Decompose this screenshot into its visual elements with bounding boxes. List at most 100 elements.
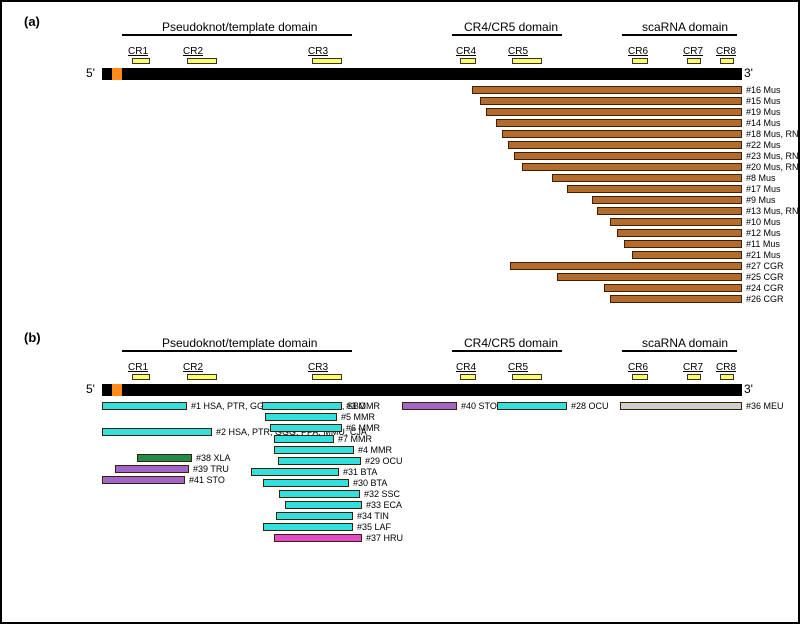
segment-bar xyxy=(557,273,742,281)
cr-region-box xyxy=(132,58,150,64)
cr-label: CR6 xyxy=(628,46,648,57)
cr-region-box xyxy=(687,374,701,380)
cr-label: CR8 xyxy=(716,362,736,373)
segment-bar xyxy=(263,479,349,487)
segment-label: #22 Mus xyxy=(746,140,781,150)
segment-bar xyxy=(552,174,742,182)
cr-label: CR8 xyxy=(716,46,736,57)
rna-axis xyxy=(102,384,742,396)
segment-label: #13 Mus, RNO xyxy=(746,206,800,216)
segment-label: #31 BTA xyxy=(343,467,377,477)
five-prime-label: 5' xyxy=(86,382,95,396)
cr-region-box xyxy=(460,374,476,380)
segment-bar xyxy=(597,207,742,215)
segment-bar xyxy=(278,457,361,465)
domain-label: Pseudoknot/template domain xyxy=(162,20,317,34)
cr-label: CR5 xyxy=(508,46,528,57)
segment-bar xyxy=(263,523,353,531)
segment-bar xyxy=(115,465,189,473)
segment-label: #32 SSC xyxy=(364,489,400,499)
cr-region-box xyxy=(632,374,648,380)
segment-bar xyxy=(279,490,360,498)
cr-label: CR7 xyxy=(683,46,703,57)
segment-label: #20 Mus, RNO xyxy=(746,162,800,172)
cr-region-box xyxy=(512,374,542,380)
segment-bar xyxy=(265,413,337,421)
segment-bar xyxy=(502,130,742,138)
segment-label: #41 STO xyxy=(189,475,225,485)
segment-label: #38 XLA xyxy=(196,453,231,463)
segment-label: #15 Mus xyxy=(746,96,781,106)
segment-label: #36 MEU xyxy=(746,401,784,411)
cr-label: CR4 xyxy=(456,46,476,57)
domain-label: scaRNA domain xyxy=(642,336,728,350)
segment-label: #6 MMR xyxy=(346,423,380,433)
domain-bar xyxy=(122,350,352,352)
segment-bar xyxy=(102,402,187,410)
segment-bar xyxy=(617,229,742,237)
cr-label: CR7 xyxy=(683,362,703,373)
segment-bar xyxy=(251,468,339,476)
segment-bar xyxy=(610,295,742,303)
cr-region-box xyxy=(312,374,342,380)
segment-bar xyxy=(102,476,185,484)
segment-label: #17 Mus xyxy=(746,184,781,194)
segment-label: #33 ECA xyxy=(366,500,402,510)
segment-bar xyxy=(620,402,742,410)
cr-region-box xyxy=(512,58,542,64)
cr-region-box xyxy=(132,374,150,380)
segment-bar xyxy=(276,512,353,520)
cr-region-box xyxy=(312,58,342,64)
segment-bar xyxy=(497,402,567,410)
segment-label: #8 Mus xyxy=(746,173,776,183)
three-prime-label: 3' xyxy=(744,382,753,396)
segment-label: #12 Mus xyxy=(746,228,781,238)
segment-bar xyxy=(480,97,742,105)
rna-axis xyxy=(102,68,742,80)
cr-region-box xyxy=(720,58,734,64)
cr-label: CR5 xyxy=(508,362,528,373)
segment-label: #29 OCU xyxy=(365,456,403,466)
segment-label: #40 STO xyxy=(461,401,497,411)
segment-label: #9 Mus xyxy=(746,195,776,205)
domain-bar xyxy=(452,34,562,36)
segment-bar xyxy=(274,435,334,443)
segment-label: #25 CGR xyxy=(746,272,784,282)
segment-bar xyxy=(262,402,342,410)
segment-label: #19 Mus xyxy=(746,107,781,117)
segment-bar xyxy=(522,163,742,171)
segment-bar xyxy=(624,240,742,248)
segment-bar xyxy=(274,534,362,542)
segment-label: #3 MMR xyxy=(346,401,380,411)
segment-label: #18 Mus, RNO xyxy=(746,129,800,139)
segment-bar xyxy=(604,284,742,292)
segment-label: #26 CGR xyxy=(746,294,784,304)
domain-bar xyxy=(622,34,737,36)
segment-bar xyxy=(472,86,742,94)
segment-bar xyxy=(632,251,742,259)
segment-label: #37 HRU xyxy=(366,533,403,543)
segment-label: #4 MMR xyxy=(358,445,392,455)
panel-a-label: (a) xyxy=(24,14,40,29)
domain-label: scaRNA domain xyxy=(642,20,728,34)
segment-label: #28 OCU xyxy=(571,401,609,411)
cr-label: CR2 xyxy=(183,362,203,373)
five-prime-label: 5' xyxy=(86,66,95,80)
segment-bar xyxy=(274,446,354,454)
segment-label: #21 Mus xyxy=(746,250,781,260)
template-region xyxy=(112,68,122,80)
domain-label: CR4/CR5 domain xyxy=(464,20,558,34)
cr-label: CR3 xyxy=(308,46,328,57)
segment-label: #30 BTA xyxy=(353,478,387,488)
cr-label: CR4 xyxy=(456,362,476,373)
cr-label: CR6 xyxy=(628,362,648,373)
cr-label: CR1 xyxy=(128,46,148,57)
segment-bar xyxy=(508,141,742,149)
three-prime-label: 3' xyxy=(744,66,753,80)
segment-bar xyxy=(102,428,212,436)
segment-bar xyxy=(592,196,742,204)
panel-b-label: (b) xyxy=(24,330,41,345)
domain-bar xyxy=(622,350,737,352)
segment-label: #14 Mus xyxy=(746,118,781,128)
segment-label: #10 Mus xyxy=(746,217,781,227)
